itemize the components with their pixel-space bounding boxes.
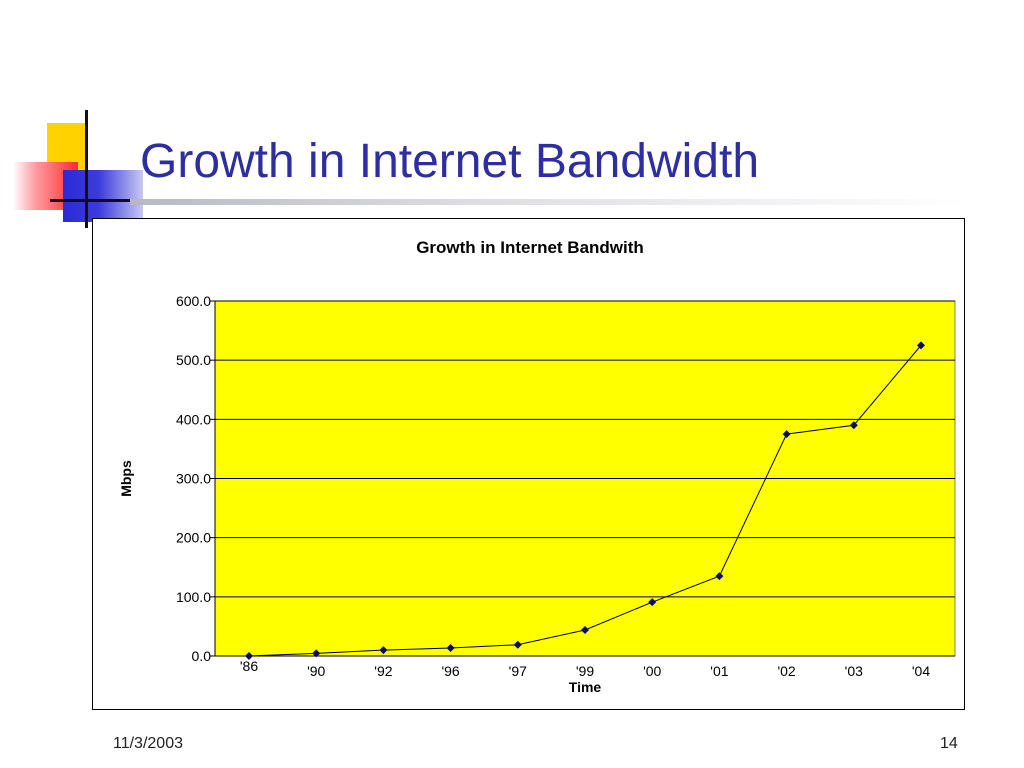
data-point [849, 421, 858, 430]
x-tick-label: '02 [777, 663, 795, 679]
chart-container: Growth in Internet Bandwith 0.0 100.0 200.0… [92, 218, 965, 710]
decor-vertical-line [85, 110, 88, 228]
title-underline [130, 199, 970, 205]
x-tick-label: '96 [441, 663, 459, 679]
x-tick-label: '03 [845, 663, 863, 679]
x-tick-label: '00 [643, 663, 661, 679]
data-point [245, 651, 253, 660]
data-point [581, 625, 589, 634]
footer-page-number: 14 [940, 735, 958, 752]
y-tick-label: 600.0 [176, 293, 211, 309]
slide-title: Growth in Internet Bandwidth [140, 135, 760, 188]
data-point [513, 640, 522, 649]
data-point [379, 646, 388, 655]
x-tick-label: '92 [374, 663, 392, 679]
line-chart: Growth in Internet Bandwith 0.0 100.0 200.0… [118, 238, 956, 695]
x-tick-label: '97 [509, 663, 527, 679]
y-tick-label: 300.0 [176, 471, 211, 487]
data-point [917, 341, 925, 350]
decor-horizontal-line [50, 199, 148, 202]
chart-title: Growth in Internet Bandwith [416, 238, 644, 257]
y-tick-label: 400.0 [176, 411, 211, 427]
x-axis-title: Time [569, 679, 602, 695]
data-point [312, 649, 321, 658]
x-tick-label: '90 [307, 663, 325, 679]
x-tick-label: '99 [576, 663, 594, 679]
data-point [446, 644, 455, 653]
y-tick-label: 100.0 [176, 589, 211, 605]
y-axis-title: Mbps [118, 460, 134, 497]
y-tick-label: 200.0 [176, 530, 211, 546]
x-tick-label: '86 [240, 658, 258, 674]
data-point [648, 598, 657, 607]
data-point [782, 430, 791, 439]
data-point [715, 572, 724, 581]
decor-blue-square [63, 170, 143, 222]
y-tick-label: 500.0 [176, 352, 211, 368]
footer-date: 11/3/2003 [113, 735, 183, 752]
x-tick-label: '01 [710, 663, 728, 679]
y-tick-label: 0.0 [192, 648, 212, 664]
x-tick-label: '04 [912, 663, 930, 679]
